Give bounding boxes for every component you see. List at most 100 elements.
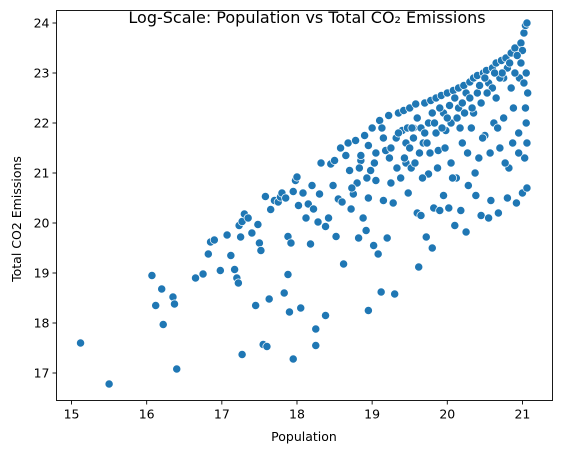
y-tick-label: 17 xyxy=(34,366,50,381)
data-point xyxy=(222,230,232,240)
data-point xyxy=(474,153,484,163)
data-point xyxy=(418,173,427,183)
data-point xyxy=(421,232,431,242)
data-point xyxy=(354,233,364,243)
data-point xyxy=(363,193,373,203)
data-point xyxy=(442,113,452,123)
data-point xyxy=(521,68,531,78)
data-point xyxy=(373,249,383,259)
data-point xyxy=(476,98,486,108)
data-point xyxy=(301,213,311,223)
data-point xyxy=(331,232,341,241)
data-point xyxy=(226,251,236,260)
data-point xyxy=(491,93,501,103)
data-point xyxy=(420,128,430,138)
data-point xyxy=(450,221,460,230)
data-point xyxy=(519,78,529,88)
data-point xyxy=(215,266,225,275)
data-point xyxy=(484,213,494,223)
data-point xyxy=(463,181,473,190)
data-point xyxy=(209,235,219,245)
data-point xyxy=(475,81,485,90)
data-point xyxy=(407,123,417,133)
data-point xyxy=(328,181,338,190)
axes-frame xyxy=(56,10,553,401)
data-point xyxy=(341,151,351,160)
data-point xyxy=(158,320,168,329)
data-point xyxy=(486,196,496,205)
data-point xyxy=(521,103,530,113)
data-point xyxy=(478,133,488,143)
data-point xyxy=(170,299,179,309)
data-point xyxy=(104,379,114,389)
data-point xyxy=(466,123,476,133)
data-point xyxy=(460,108,470,118)
data-point xyxy=(403,188,413,198)
data-point xyxy=(367,123,377,133)
data-point xyxy=(378,133,388,143)
data-point xyxy=(356,151,366,160)
data-point xyxy=(457,138,467,148)
data-point xyxy=(347,183,357,193)
x-axis-label: Population xyxy=(271,429,337,444)
data-point xyxy=(411,99,421,109)
data-point xyxy=(388,198,398,208)
data-point xyxy=(247,228,257,238)
data-point xyxy=(493,123,503,133)
x-tick-label: 16 xyxy=(139,407,155,422)
data-point xyxy=(253,220,263,229)
data-point xyxy=(330,156,340,165)
data-point xyxy=(452,113,462,123)
data-point xyxy=(313,217,323,227)
data-point xyxy=(446,158,456,168)
data-point xyxy=(243,213,253,223)
data-point xyxy=(431,128,441,138)
data-point xyxy=(514,148,524,158)
data-point xyxy=(390,289,400,299)
data-point xyxy=(410,158,420,168)
data-point xyxy=(351,136,361,145)
data-point xyxy=(376,287,386,297)
data-point xyxy=(233,278,243,288)
x-tick-label: 17 xyxy=(214,407,230,422)
data-point xyxy=(294,201,303,210)
data-point xyxy=(508,103,518,113)
data-point xyxy=(345,166,355,175)
data-point xyxy=(382,233,392,243)
data-point xyxy=(422,138,432,148)
data-point xyxy=(256,246,266,255)
data-point xyxy=(309,204,318,214)
data-point xyxy=(283,270,293,279)
data-point xyxy=(493,208,503,218)
data-point xyxy=(298,188,308,198)
data-point xyxy=(260,192,270,201)
data-point xyxy=(522,138,532,148)
data-point xyxy=(288,187,298,196)
data-point xyxy=(457,98,467,108)
data-point xyxy=(230,265,240,274)
y-tick-label: 18 xyxy=(34,316,50,331)
data-point xyxy=(463,148,473,158)
data-point xyxy=(366,166,376,175)
data-point xyxy=(470,168,480,178)
y-tick-label: 19 xyxy=(34,266,50,281)
data-point xyxy=(151,301,161,310)
data-point xyxy=(361,226,371,235)
data-point xyxy=(482,88,492,98)
data-point xyxy=(392,163,402,173)
data-point xyxy=(519,28,529,38)
data-point xyxy=(266,205,276,214)
data-point xyxy=(485,148,495,158)
data-point xyxy=(384,111,394,120)
data-point xyxy=(427,243,437,253)
data-point xyxy=(339,259,349,269)
data-point xyxy=(316,158,326,168)
x-axis: 15 16 17 18 19 20 21 xyxy=(64,400,530,422)
data-point xyxy=(415,148,424,158)
data-point xyxy=(465,93,475,103)
data-point xyxy=(354,163,364,173)
x-tick-label: 18 xyxy=(289,407,305,422)
data-point xyxy=(236,232,246,242)
data-point xyxy=(471,191,481,200)
